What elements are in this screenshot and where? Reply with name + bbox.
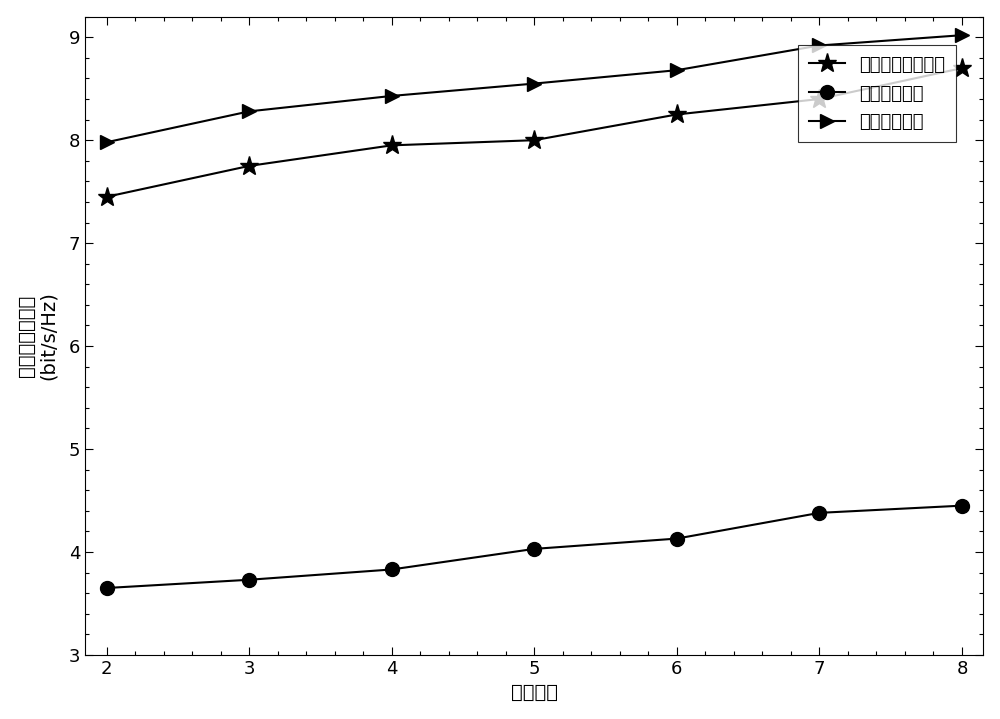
Line: 随机分配算法: 随机分配算法 — [100, 499, 969, 595]
随机分配算法 — [813, 508, 825, 517]
X-axis label: 用户数量: 用户数量 — [511, 683, 558, 702]
最优分配算法 — [671, 66, 683, 75]
随机分配算法 — [243, 575, 255, 584]
随机分配算法 — [671, 534, 683, 543]
Legend: 本发明提出的算法, 随机分配算法, 最优分配算法: 本发明提出的算法, 随机分配算法, 最优分配算法 — [798, 45, 956, 142]
本发明提出的算法 — [813, 95, 825, 104]
Line: 本发明提出的算法: 本发明提出的算法 — [97, 58, 972, 206]
随机分配算法 — [956, 501, 968, 510]
本发明提出的算法 — [528, 136, 540, 145]
本发明提出的算法 — [101, 193, 113, 201]
最优分配算法 — [528, 79, 540, 88]
最优分配算法 — [101, 138, 113, 147]
最优分配算法 — [386, 91, 398, 100]
本发明提出的算法 — [386, 141, 398, 150]
随机分配算法 — [101, 584, 113, 592]
本发明提出的算法 — [956, 64, 968, 73]
最优分配算法 — [243, 107, 255, 116]
随机分配算法 — [386, 565, 398, 574]
本发明提出的算法 — [243, 162, 255, 170]
最优分配算法 — [956, 31, 968, 40]
随机分配算法 — [528, 544, 540, 553]
最优分配算法 — [813, 41, 825, 50]
Y-axis label: 总的系统吸吐量
(bit/s/Hz): 总的系统吸吐量 (bit/s/Hz) — [17, 291, 58, 380]
本发明提出的算法 — [671, 110, 683, 119]
Line: 最优分配算法: 最优分配算法 — [100, 28, 969, 150]
